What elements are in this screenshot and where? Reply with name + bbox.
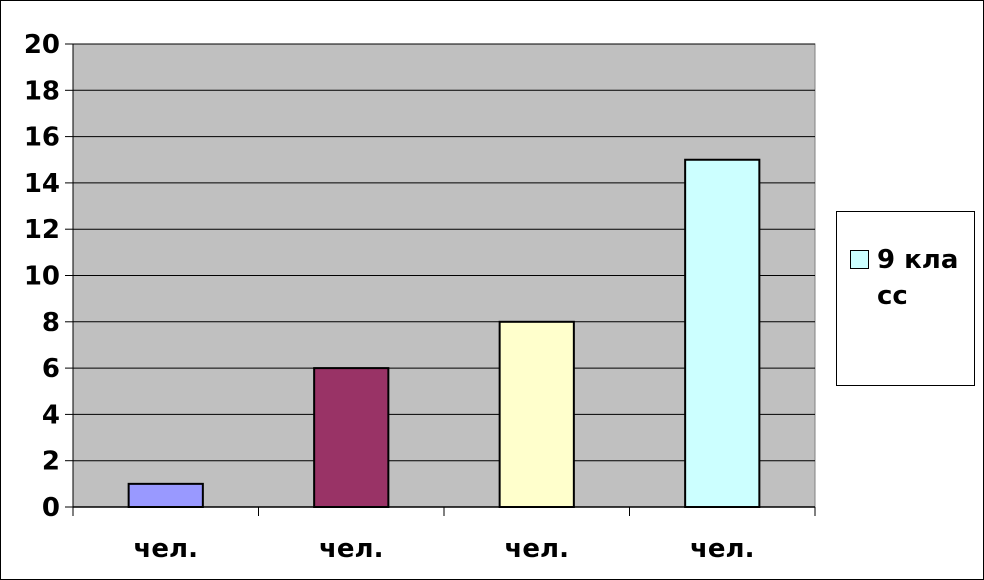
y-tick-label: 2 [42, 447, 60, 477]
y-tick-label: 0 [42, 493, 60, 523]
x-category-label: чел. [505, 534, 569, 564]
y-tick-label: 16 [24, 123, 60, 153]
x-category-label: чел. [319, 534, 383, 564]
y-tick-label: 14 [24, 169, 60, 199]
bar [313, 367, 390, 508]
x-category-label: чел. [690, 534, 754, 564]
y-tick-label: 8 [42, 308, 60, 338]
y-tick-label: 6 [42, 354, 60, 384]
legend: 9 класс [836, 211, 975, 386]
y-axis: 0 2 4 6 8 10 12 14 16 18 20 [24, 30, 74, 523]
x-axis: чел. чел. чел. чел. [72, 506, 816, 564]
bar [127, 482, 204, 509]
y-tick-label: 18 [24, 76, 60, 106]
y-tick-label: 10 [24, 262, 60, 292]
bars [127, 158, 761, 509]
legend-swatch [850, 250, 869, 269]
legend-label: 9 класс [877, 245, 959, 311]
y-tick-label: 20 [24, 30, 60, 60]
bar [684, 158, 761, 508]
bar [498, 320, 575, 508]
x-category-label: чел. [134, 534, 198, 564]
y-tick-label: 4 [42, 400, 60, 430]
y-tick-label: 12 [24, 215, 60, 245]
